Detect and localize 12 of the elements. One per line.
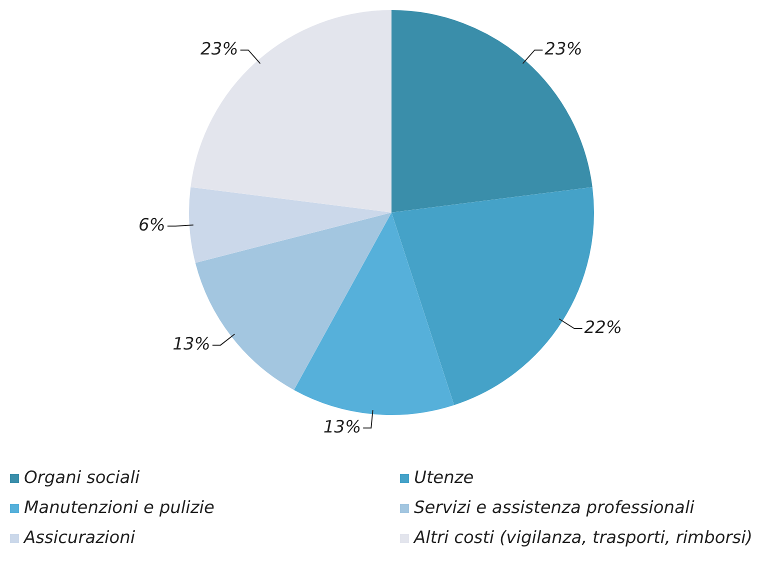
data-label: 13% <box>323 417 362 438</box>
data-label: 13% <box>172 334 210 355</box>
legend-label: Servizi e assistenza professionali <box>414 498 694 518</box>
legend-label: Manutenzioni e pulizie <box>24 498 214 518</box>
legend-label: Utenze <box>414 468 474 488</box>
data-label: 22% <box>584 318 622 338</box>
data-label: 23% <box>200 40 238 60</box>
data-label: 6% <box>138 216 166 236</box>
legend-label: Organi sociali <box>24 468 140 488</box>
data-label: 23% <box>544 40 582 60</box>
legend-label: Altri costi (vigilanza, trasporti, rimborsi) <box>414 528 752 548</box>
legend-label: Assicurazioni <box>24 528 136 548</box>
